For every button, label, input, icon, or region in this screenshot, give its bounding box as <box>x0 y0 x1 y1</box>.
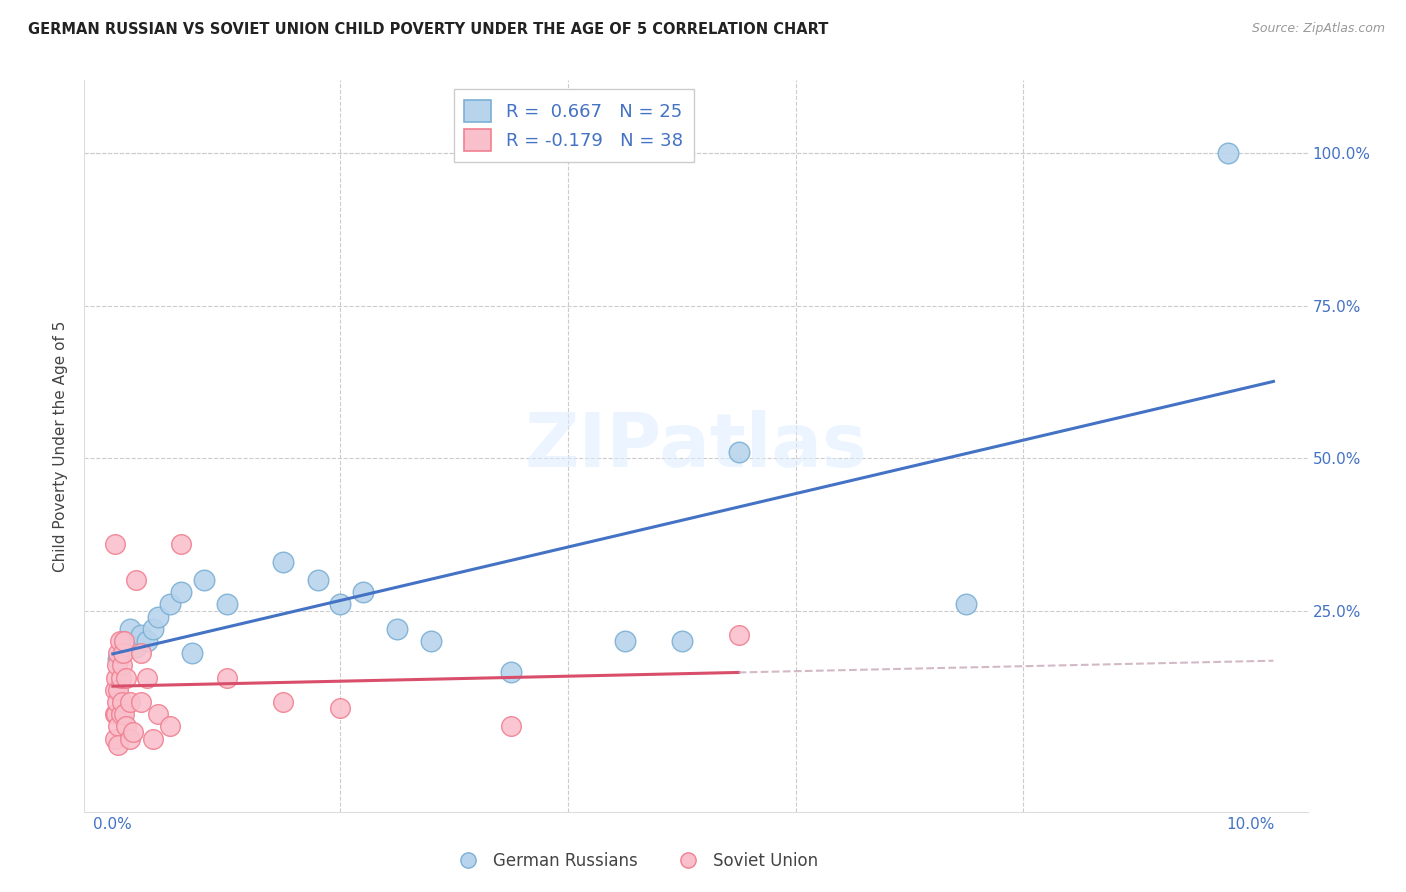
Point <box>170 536 193 550</box>
Point <box>387 622 409 636</box>
Point <box>107 682 129 697</box>
Point <box>107 719 129 733</box>
Text: Source: ZipAtlas.com: Source: ZipAtlas.com <box>1251 22 1385 36</box>
Point <box>122 725 145 739</box>
Point <box>273 555 295 569</box>
Point <box>115 719 138 733</box>
Point <box>124 640 146 655</box>
Point <box>148 609 170 624</box>
Point <box>671 634 693 648</box>
Point <box>111 695 134 709</box>
Point <box>112 634 135 648</box>
Y-axis label: Child Poverty Under the Age of 5: Child Poverty Under the Age of 5 <box>53 320 69 572</box>
Point <box>105 658 128 673</box>
Point <box>112 634 135 648</box>
Point <box>136 671 159 685</box>
Point <box>499 665 522 679</box>
Point <box>107 646 129 660</box>
Point <box>273 695 295 709</box>
Point <box>112 646 135 660</box>
Point <box>148 707 170 722</box>
Point <box>105 707 128 722</box>
Point <box>142 622 165 636</box>
Point <box>105 671 128 685</box>
Point <box>107 652 129 666</box>
Point <box>129 695 152 709</box>
Point <box>105 695 128 709</box>
Point <box>124 573 146 587</box>
Point <box>420 634 443 648</box>
Point <box>108 634 131 648</box>
Point <box>118 695 141 709</box>
Text: GERMAN RUSSIAN VS SOVIET UNION CHILD POVERTY UNDER THE AGE OF 5 CORRELATION CHAR: GERMAN RUSSIAN VS SOVIET UNION CHILD POV… <box>28 22 828 37</box>
Point <box>104 707 127 722</box>
Point <box>129 628 152 642</box>
Point <box>181 646 204 660</box>
Point <box>104 731 127 746</box>
Point <box>613 634 636 648</box>
Point <box>329 598 352 612</box>
Point <box>142 731 165 746</box>
Point <box>111 658 134 673</box>
Point <box>955 598 977 612</box>
Point <box>136 634 159 648</box>
Point <box>104 682 127 697</box>
Point <box>1216 146 1239 161</box>
Point <box>193 573 215 587</box>
Point <box>727 445 749 459</box>
Point <box>727 628 749 642</box>
Point <box>115 671 138 685</box>
Point <box>110 671 132 685</box>
Point <box>107 738 129 752</box>
Text: ZIPatlas: ZIPatlas <box>524 409 868 483</box>
Point <box>110 707 132 722</box>
Legend: German Russians, Soviet Union: German Russians, Soviet Union <box>444 846 825 877</box>
Point <box>352 585 374 599</box>
Point <box>112 707 135 722</box>
Point <box>159 719 181 733</box>
Point <box>118 622 141 636</box>
Point <box>307 573 329 587</box>
Point <box>159 598 181 612</box>
Point <box>215 671 238 685</box>
Point <box>170 585 193 599</box>
Point <box>329 701 352 715</box>
Point <box>215 598 238 612</box>
Point <box>118 731 141 746</box>
Point <box>129 646 152 660</box>
Point <box>104 536 127 550</box>
Point <box>499 719 522 733</box>
